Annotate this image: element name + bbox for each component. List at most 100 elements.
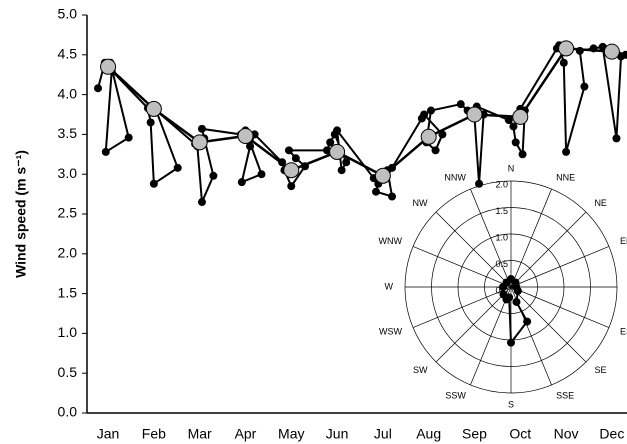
mean-point bbox=[237, 127, 254, 144]
detail-point bbox=[278, 158, 287, 167]
y-tick-label: 2.5 bbox=[58, 205, 78, 221]
y-tick-label: 1.5 bbox=[58, 284, 78, 300]
detail-point bbox=[101, 147, 110, 156]
detail-point bbox=[388, 163, 397, 172]
direction-label: NE bbox=[594, 198, 607, 208]
x-tick-label: Mar bbox=[188, 426, 212, 442]
direction-label: NNW bbox=[444, 172, 466, 182]
x-tick-label: Dec bbox=[599, 426, 624, 442]
detail-point bbox=[257, 170, 266, 179]
detail-point bbox=[301, 162, 310, 171]
detail-point bbox=[209, 171, 218, 180]
detail-point bbox=[372, 187, 381, 196]
detail-point bbox=[323, 146, 331, 155]
x-tick-label: Sep bbox=[462, 426, 487, 442]
detail-point bbox=[149, 179, 158, 188]
detail-point bbox=[504, 116, 513, 125]
mean-point bbox=[603, 43, 620, 60]
detail-point bbox=[333, 126, 342, 135]
polar-point bbox=[499, 283, 508, 291]
y-tick-label: 1.0 bbox=[58, 324, 78, 340]
x-tick-label: Nov bbox=[554, 426, 579, 442]
direction-label: SSW bbox=[445, 390, 466, 400]
detail-point bbox=[388, 192, 397, 201]
mean-line bbox=[107, 47, 612, 178]
detail-point bbox=[562, 147, 571, 156]
direction-label: SE bbox=[594, 365, 606, 375]
detail-point bbox=[93, 84, 102, 93]
x-tick-label: May bbox=[278, 426, 304, 442]
detail-point bbox=[284, 146, 293, 155]
detail-point bbox=[612, 134, 621, 143]
detail-point bbox=[197, 124, 206, 133]
polar-spoke bbox=[510, 246, 610, 288]
detail-point bbox=[438, 130, 447, 139]
mean-point bbox=[466, 106, 483, 123]
detail-line bbox=[97, 42, 627, 203]
y-tick-label: 0.0 bbox=[58, 404, 78, 420]
direction-label: WSW bbox=[379, 327, 402, 337]
mean-point bbox=[512, 108, 529, 125]
direction-label: S bbox=[508, 399, 514, 409]
detail-point bbox=[342, 158, 351, 167]
polar-spoke bbox=[510, 286, 587, 363]
mean-point bbox=[558, 40, 575, 57]
x-tick-label: Oct bbox=[509, 426, 531, 442]
y-tick-label: 4.0 bbox=[58, 85, 78, 101]
detail-point bbox=[431, 146, 440, 155]
polar-spoke bbox=[510, 211, 587, 288]
direction-label: W bbox=[385, 281, 394, 291]
y-tick-label: 3.5 bbox=[58, 125, 78, 141]
y-tick-label: 4.5 bbox=[58, 46, 78, 62]
detail-point bbox=[509, 122, 518, 131]
direction-label: ESE bbox=[620, 327, 627, 337]
detail-point bbox=[559, 58, 568, 67]
direction-label: N bbox=[508, 163, 515, 173]
polar-point bbox=[502, 295, 511, 304]
detail-point bbox=[197, 198, 206, 207]
polar-spoke bbox=[510, 188, 552, 288]
detail-point bbox=[287, 182, 296, 191]
detail-point bbox=[580, 82, 589, 91]
mean-point bbox=[283, 162, 300, 179]
y-tick-label: 3.0 bbox=[58, 165, 78, 181]
x-tick-label: Aug bbox=[416, 426, 441, 442]
polar-point bbox=[507, 338, 515, 347]
direction-label: WNW bbox=[378, 236, 402, 246]
y-tick-label: 5.0 bbox=[58, 6, 78, 22]
detail-point bbox=[124, 133, 133, 142]
polar-spoke bbox=[510, 286, 610, 328]
polar-spoke bbox=[435, 286, 512, 363]
mean-point bbox=[420, 128, 437, 145]
detail-point bbox=[420, 110, 429, 119]
r-tick-label: 1.0 bbox=[495, 232, 508, 242]
polar-point bbox=[523, 317, 532, 326]
detail-point bbox=[337, 166, 346, 175]
detail-point bbox=[621, 50, 627, 59]
x-tick-label: Jul bbox=[374, 426, 392, 442]
detail-point bbox=[426, 106, 435, 115]
mean-point bbox=[374, 167, 391, 184]
y-axis-title: Wind speed (m s⁻¹) bbox=[13, 150, 29, 278]
detail-point bbox=[146, 118, 155, 127]
polar-spoke bbox=[470, 188, 512, 288]
detail-point bbox=[173, 163, 182, 172]
detail-point bbox=[237, 178, 246, 187]
r-tick-label: 2.0 bbox=[495, 179, 508, 189]
polar-point bbox=[512, 297, 521, 306]
detail-point bbox=[456, 100, 465, 109]
mean-point bbox=[145, 100, 162, 117]
detail-point bbox=[589, 44, 598, 53]
y-tick-label: 2.0 bbox=[58, 245, 78, 261]
x-tick-label: Jun bbox=[326, 426, 349, 442]
mean-point bbox=[100, 58, 117, 75]
r-tick-label: 1.5 bbox=[495, 206, 508, 216]
mean-point bbox=[191, 134, 208, 151]
detail-point bbox=[326, 138, 335, 147]
direction-label: NNE bbox=[556, 172, 575, 182]
direction-label: SW bbox=[413, 365, 428, 375]
y-tick-label: 0.5 bbox=[58, 364, 78, 380]
polar-spoke bbox=[412, 246, 512, 288]
